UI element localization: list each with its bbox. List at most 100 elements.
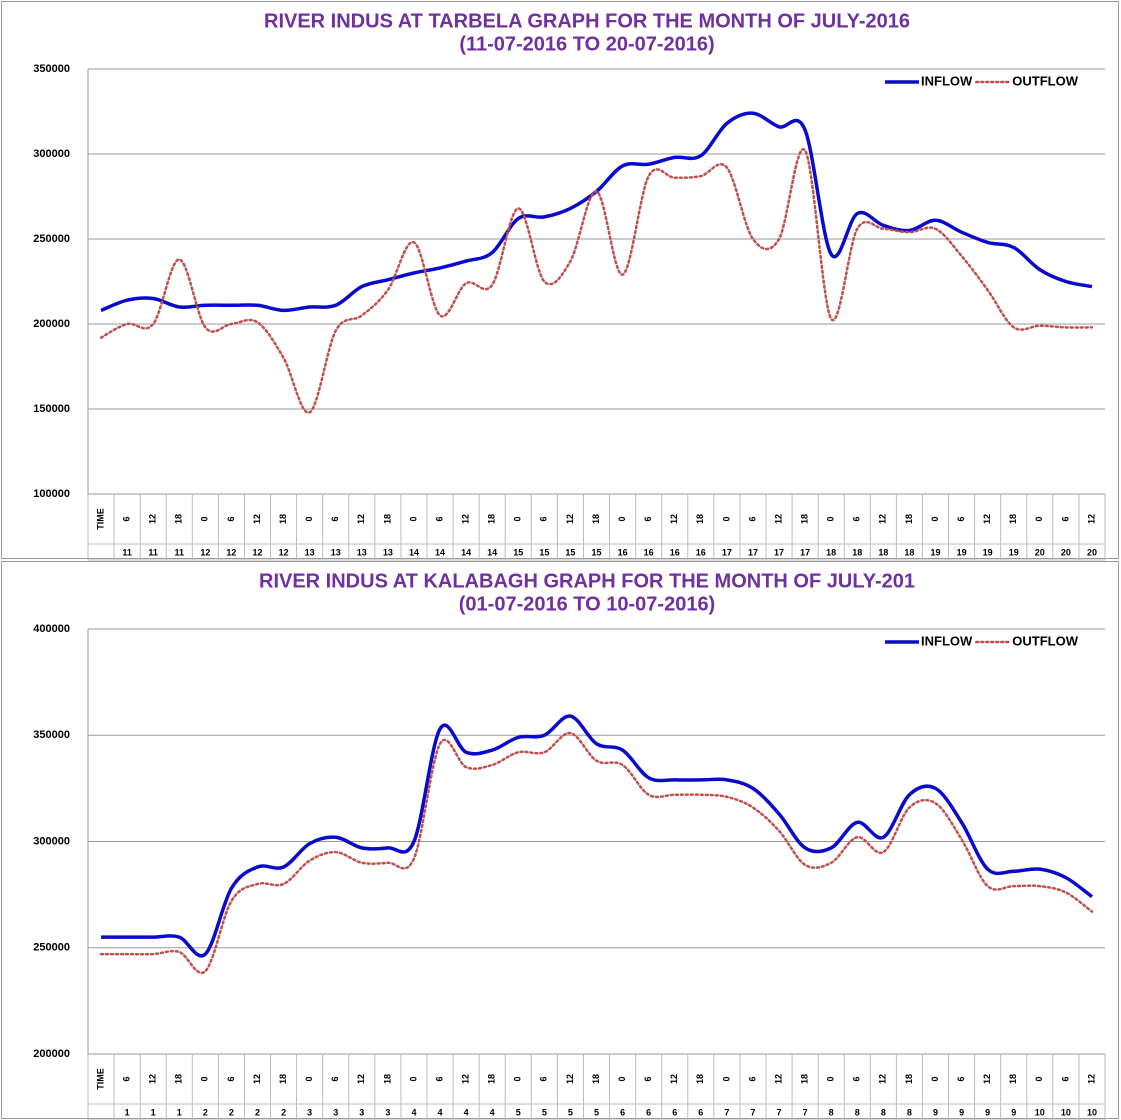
y-tick-label: 300000 (33, 835, 70, 847)
x-tick-label: 0 (721, 516, 731, 521)
chart-title: RIVER INDUS AT TARBELA GRAPH FOR THE MON… (264, 10, 910, 32)
x-tick-label: 0 (617, 1076, 627, 1081)
x-tick-label: 18 (278, 1074, 288, 1084)
x-tick-label: 12 (148, 514, 158, 524)
legend-label: OUTFLOW (1012, 633, 1078, 648)
x-group-label: 18 (826, 547, 836, 557)
x-tick-label: 12 (1086, 514, 1096, 524)
x-tick-label: 0 (408, 1076, 418, 1081)
x-group-label: 9 (933, 1107, 938, 1117)
x-group-label: 8 (881, 1107, 886, 1117)
x-tick-label: 18 (174, 514, 184, 524)
x-group-label: 10 (1061, 1107, 1071, 1117)
x-tick-label: 6 (956, 516, 966, 521)
x-tick-label: 12 (252, 1074, 262, 1084)
series-line (100, 111, 1093, 313)
x-group-label: 11 (122, 547, 132, 557)
x-group-label: 8 (907, 1107, 912, 1117)
x-tick-label: 12 (878, 514, 888, 524)
x-group-label: 15 (591, 547, 601, 557)
x-tick-label: 18 (904, 514, 914, 524)
x-group-label: 20 (1061, 547, 1071, 557)
x-group-label: 9 (959, 1107, 964, 1117)
y-tick-label: 350000 (33, 63, 70, 75)
x-tick-label: 18 (382, 514, 392, 524)
chart-frame (1, 1, 1119, 559)
x-group-label: 17 (774, 547, 784, 557)
x-group-label: 15 (513, 547, 523, 557)
x-group-label: 14 (487, 547, 497, 557)
series-line (101, 714, 1094, 958)
x-group-label: 8 (855, 1107, 860, 1117)
x-tick-label: 12 (460, 514, 470, 524)
x-group-label: 7 (750, 1107, 755, 1117)
x-tick-label: 18 (382, 1074, 392, 1084)
x-group-label: 7 (777, 1107, 782, 1117)
x-tick-label: 12 (148, 1074, 158, 1084)
x-group-label: 16 (618, 547, 628, 557)
x-tick-label: 6 (330, 1076, 340, 1081)
y-tick-label: 300000 (33, 148, 70, 160)
x-group-label: 13 (331, 547, 341, 557)
x-tick-label: 6 (747, 516, 757, 521)
x-group-label: 19 (957, 547, 967, 557)
x-tick-label: 6 (330, 516, 340, 521)
y-tick-label: 200000 (33, 318, 70, 330)
x-group-label: 15 (565, 547, 575, 557)
y-tick-label: 150000 (33, 403, 70, 415)
x-tick-label: 6 (643, 516, 653, 521)
x-group-label: 20 (1035, 547, 1045, 557)
x-tick-label: 6 (643, 1076, 653, 1081)
chart-subtitle: (01-07-2016 TO 10-07-2016) (459, 593, 715, 615)
x-tick-label: 6 (1060, 516, 1070, 521)
x-tick-label: 18 (591, 514, 601, 524)
x-tick-label: 18 (799, 514, 809, 524)
x-tick-label: 6 (121, 1076, 131, 1081)
x-group-label: 18 (852, 547, 862, 557)
x-tick-label: 12 (982, 514, 992, 524)
x-group-label: 13 (305, 547, 315, 557)
x-group-label: 5 (542, 1107, 547, 1117)
legend-label: INFLOW (921, 633, 973, 648)
x-group-label: 6 (672, 1107, 677, 1117)
x-tick-label: 6 (121, 516, 131, 521)
x-tick-label: 6 (1060, 1076, 1070, 1081)
x-group-label: 19 (983, 547, 993, 557)
x-group-label: 5 (568, 1107, 573, 1117)
x-tick-label: 18 (695, 1074, 705, 1084)
x-group-label: 4 (411, 1107, 416, 1117)
x-tick-label: 0 (1034, 1076, 1044, 1081)
x-group-label: 13 (383, 547, 393, 557)
x-tick-label: 6 (539, 1076, 549, 1081)
x-group-label: 19 (1009, 547, 1019, 557)
x-tick-label: 6 (226, 516, 236, 521)
x-tick-label: 12 (773, 1074, 783, 1084)
series-line (99, 731, 1094, 975)
x-tick-label: 12 (356, 514, 366, 524)
x-tick-label: 0 (617, 516, 627, 521)
y-tick-label: 400000 (33, 623, 70, 635)
x-group-label: 12 (200, 547, 210, 557)
x-tick-label: 0 (721, 1076, 731, 1081)
x-group-label: 3 (333, 1107, 338, 1117)
y-tick-label: 100000 (33, 488, 70, 500)
x-group-label: 10 (1035, 1107, 1045, 1117)
x-tick-label: 0 (826, 1076, 836, 1081)
x-group-label: 16 (696, 547, 706, 557)
x-group-label: 12 (252, 547, 262, 557)
x-group-label: 18 (878, 547, 888, 557)
x-group-label: 18 (904, 547, 914, 557)
x-group-label: 13 (357, 547, 367, 557)
x-tick-label: TIME (95, 508, 105, 530)
x-tick-label: 18 (1008, 1074, 1018, 1084)
x-group-label: 12 (279, 547, 289, 557)
x-group-label: 12 (226, 547, 236, 557)
x-group-label: 17 (722, 547, 732, 557)
x-tick-label: 0 (513, 516, 523, 521)
x-group-label: 17 (800, 547, 810, 557)
y-tick-label: 200000 (33, 1048, 70, 1060)
x-tick-label: 6 (852, 516, 862, 521)
x-tick-label: 12 (252, 514, 262, 524)
x-tick-label: 0 (930, 1076, 940, 1081)
